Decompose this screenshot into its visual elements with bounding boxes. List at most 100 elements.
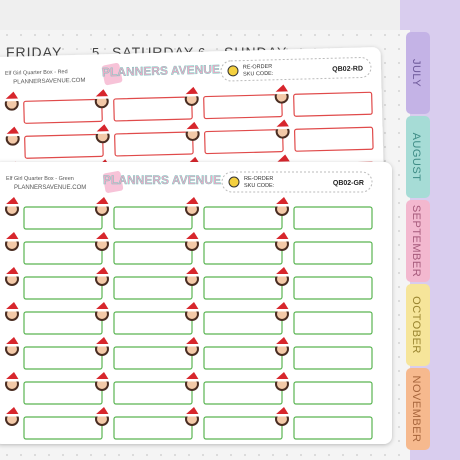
month-tab-label: SEPTEMBER <box>410 205 422 277</box>
elf-hat-brim <box>95 344 109 347</box>
elf-hat-brim <box>275 309 289 312</box>
sku-label: SKU CODE: <box>244 183 275 189</box>
quarter-box <box>23 416 103 440</box>
elf-hat-brim <box>5 344 19 347</box>
elf-hat-brim <box>185 128 200 132</box>
elf-hat-brim <box>185 204 199 207</box>
quarter-box <box>203 241 283 265</box>
elf-hat-brim <box>275 239 289 242</box>
elf-hat <box>185 407 199 415</box>
month-tab-label: OCTOBER <box>410 296 422 354</box>
elf-hat-brim <box>184 93 199 97</box>
quarter-box <box>293 206 373 230</box>
elf-hat-brim <box>5 274 19 277</box>
quarter-box <box>293 276 373 300</box>
elf-hat <box>95 197 109 205</box>
elf-hat-brim <box>185 344 199 347</box>
month-tab <box>406 284 430 366</box>
elf-hat <box>95 124 110 133</box>
elf-hat <box>275 302 289 310</box>
elf-hat-brim <box>95 239 109 242</box>
quarter-box <box>293 416 373 440</box>
elf-hat <box>95 267 109 275</box>
month-tab-label: NOVEMBER <box>410 376 422 443</box>
elf-hat-brim <box>185 239 199 242</box>
quarter-box <box>23 311 103 335</box>
elf-hat <box>276 154 291 163</box>
elf-hat-brim <box>185 414 199 417</box>
elf-hat-brim <box>5 414 19 417</box>
elf-hat <box>95 337 109 345</box>
quarter-box <box>203 276 283 300</box>
elf-hat-brim <box>275 274 289 277</box>
elf-hat <box>5 232 19 240</box>
quarter-box <box>293 126 374 152</box>
day-date: 5 <box>92 45 99 60</box>
elf-hat-brim <box>275 414 289 417</box>
month-tab-label: JULY <box>410 59 422 87</box>
elf-hat <box>94 89 109 98</box>
elf-hat <box>275 232 289 240</box>
elf-hat-brim <box>5 309 19 312</box>
elf-hat-brim <box>275 344 289 347</box>
product-name: Elf Girl Quarter Box - Green <box>6 176 74 182</box>
elf-hat-brim <box>5 379 19 382</box>
quarter-box <box>203 206 283 230</box>
sku: QB02-RD <box>332 65 363 73</box>
elf-hat <box>5 197 19 205</box>
elf-hat <box>185 121 200 131</box>
month-tab-label: AUGUST <box>410 133 422 182</box>
quarter-box <box>23 241 103 265</box>
elf-hat <box>185 302 199 310</box>
elf-hat <box>95 232 109 240</box>
elf-hat <box>275 372 289 380</box>
elf-hat <box>274 84 289 93</box>
elf-hat <box>5 126 20 135</box>
quarter-box <box>203 381 283 405</box>
elf-hat-brim <box>185 309 199 312</box>
month-tab <box>406 200 430 282</box>
elf-hat <box>185 267 199 275</box>
elf-hat-brim <box>275 204 289 207</box>
quarter-box <box>113 96 193 122</box>
quarter-box <box>23 206 103 230</box>
elf-hat-brim <box>95 274 109 277</box>
elf-hat-brim <box>95 309 109 312</box>
sku-box <box>221 171 373 193</box>
elf-hat <box>95 302 109 310</box>
elf-hat <box>185 197 199 205</box>
bee-icon <box>228 176 240 188</box>
elf-hat-brim <box>5 204 19 207</box>
elf-hat <box>5 302 19 310</box>
product-name: Elf Girl Quarter Box - Red <box>5 69 68 77</box>
elf-hat-brim <box>94 96 109 99</box>
elf-hat <box>275 197 289 205</box>
elf-hat <box>5 267 19 275</box>
planner-top <box>0 0 400 30</box>
quarter-box <box>113 276 193 300</box>
sku-label: SKU CODE: <box>243 71 274 78</box>
quarter-box <box>293 241 373 265</box>
quarter-box <box>203 346 283 370</box>
quarter-box <box>203 311 283 335</box>
quarter-box <box>113 381 193 405</box>
elf-hat <box>95 407 109 415</box>
bee-icon <box>227 65 239 77</box>
quarter-box <box>113 206 193 230</box>
website: PLANNERSAVENUE.COM <box>14 185 86 191</box>
elf-hat-brim <box>185 274 199 277</box>
elf-hat-brim <box>4 98 19 102</box>
elf-hat <box>184 86 199 96</box>
quarter-box <box>23 98 103 124</box>
elf-hat-brim <box>95 414 109 417</box>
elf-hat <box>5 372 19 380</box>
sku: QB02-GR <box>333 180 364 187</box>
quarter-box <box>24 133 104 159</box>
logo-icon <box>102 171 124 193</box>
sheet-paper <box>0 162 392 444</box>
elf-hat <box>275 407 289 415</box>
elf-hat <box>185 337 199 345</box>
quarter-box <box>203 94 283 120</box>
elf-hat-brim <box>95 131 110 134</box>
